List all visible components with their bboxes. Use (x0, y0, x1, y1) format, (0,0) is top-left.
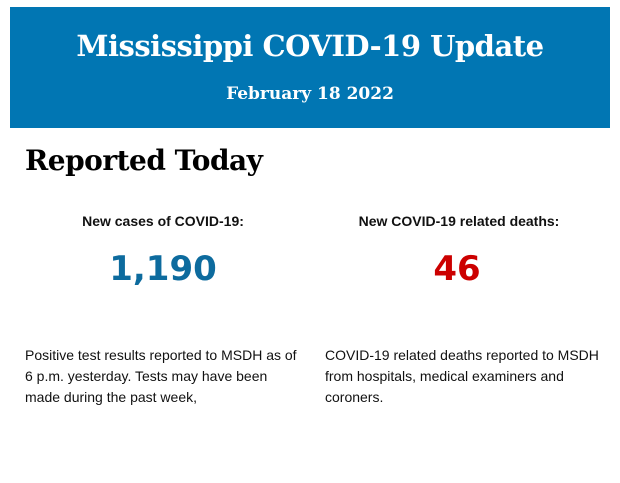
new-cases-value: 1,190 (109, 249, 217, 289)
section-heading: Reported Today (25, 144, 263, 177)
report-date: February 18 2022 (226, 84, 394, 104)
new-cases-label: New cases of COVID-19: (82, 213, 244, 229)
new-deaths-description: COVID-19 related deaths reported to MSDH… (325, 347, 599, 405)
new-cases-description: Positive test results reported to MSDH a… (25, 347, 297, 405)
header-banner: Mississippi COVID-19 Update February 18 … (10, 7, 610, 128)
new-deaths-label: New COVID-19 related deaths: (358, 213, 560, 229)
page-title: Mississippi COVID-19 Update (76, 29, 544, 63)
new-deaths-value: 46 (433, 249, 481, 289)
